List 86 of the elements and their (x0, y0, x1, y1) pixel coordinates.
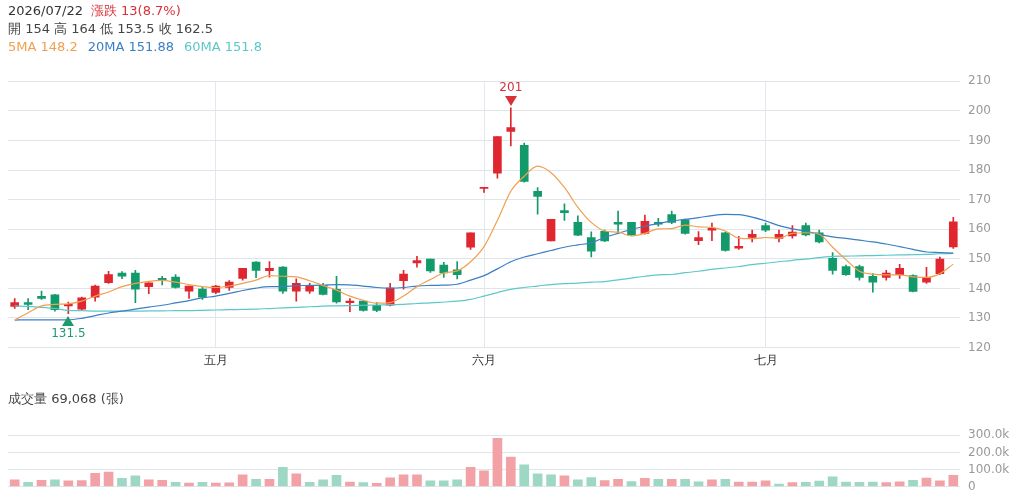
bar (385, 477, 395, 487)
bar (251, 479, 261, 487)
bar (586, 477, 597, 487)
bar (640, 478, 650, 487)
bar (613, 478, 623, 487)
bar (827, 476, 838, 487)
bar (9, 479, 20, 487)
bar (278, 467, 288, 487)
bar (935, 480, 945, 487)
bar (894, 481, 905, 487)
bar (505, 456, 516, 487)
chart-title: 2026/07/22 (8, 3, 83, 18)
annotation: 201 (499, 79, 523, 94)
bar (492, 438, 503, 487)
y-tick-label: 100.0k (968, 461, 1010, 476)
candlestick (506, 107, 516, 147)
bar (948, 474, 959, 487)
bar (76, 480, 87, 487)
y-tick-label: 170 (968, 191, 991, 206)
bar (23, 481, 33, 487)
x-tick-label: 六月 (472, 352, 496, 367)
bar (841, 481, 851, 487)
bar (814, 480, 825, 487)
bar (438, 480, 449, 487)
bar (760, 480, 771, 487)
bar (50, 479, 60, 487)
bar (720, 479, 731, 487)
y-tick-label: 150 (968, 250, 991, 265)
x-tick-label: 五月 (203, 352, 228, 367)
y-tick-label: 130 (968, 310, 991, 325)
bar (211, 482, 221, 487)
y-tick-label: 190 (968, 132, 991, 147)
bar (63, 480, 74, 487)
bar (626, 481, 637, 487)
bar (143, 479, 154, 487)
bar (425, 480, 436, 487)
y-tick-label: 300.0k (968, 427, 1010, 442)
chart-title: 成交量 69,068 (張) (8, 390, 124, 408)
y-tick-label: 140 (968, 280, 991, 295)
y-tick-label: 120 (968, 339, 991, 354)
bar (573, 479, 583, 487)
y-tick-label: 200 (968, 102, 991, 117)
bar (693, 481, 704, 487)
bar (90, 473, 100, 487)
text: 60MA 151.8 (184, 38, 263, 56)
bar (747, 481, 757, 487)
y-tick-label: 180 (968, 162, 991, 177)
bar (117, 478, 127, 487)
bar (733, 481, 744, 487)
bar (881, 482, 892, 487)
y-tick-label: 200.0k (968, 444, 1010, 459)
bar (599, 480, 610, 487)
bar (666, 478, 677, 487)
text: 開 154 高 164 低 153.5 收 162.5 (8, 20, 213, 38)
y-tick-label: 210 (968, 73, 991, 88)
bar (787, 482, 798, 487)
bar (237, 474, 248, 487)
bar (546, 474, 556, 487)
bar (412, 474, 422, 487)
bar (653, 478, 664, 487)
bar (371, 483, 382, 487)
bar (291, 473, 302, 487)
line-series (14, 165, 954, 321)
annotation: 131.5 (51, 325, 86, 340)
bar (479, 470, 489, 487)
bar (358, 482, 369, 487)
bar (519, 464, 530, 487)
bar (680, 478, 690, 487)
bar (800, 481, 811, 487)
bar (465, 467, 476, 487)
bar (184, 482, 194, 487)
bar (318, 479, 328, 487)
bar (345, 481, 355, 487)
bar (707, 479, 717, 487)
text: 20MA 151.88 (87, 38, 175, 56)
chart-subtitle: 漲跌 13(8.7%) (90, 3, 181, 18)
y-tick-label: 0 (968, 478, 976, 493)
x-tick-label: 七月 (753, 352, 778, 367)
bar (908, 479, 918, 487)
text: 5MA 148.2 (8, 38, 78, 56)
bar (304, 481, 315, 487)
bar (868, 481, 878, 487)
bar (452, 479, 463, 487)
bar (331, 475, 342, 487)
y-tick-label: 160 (968, 221, 991, 236)
bar (157, 479, 168, 487)
